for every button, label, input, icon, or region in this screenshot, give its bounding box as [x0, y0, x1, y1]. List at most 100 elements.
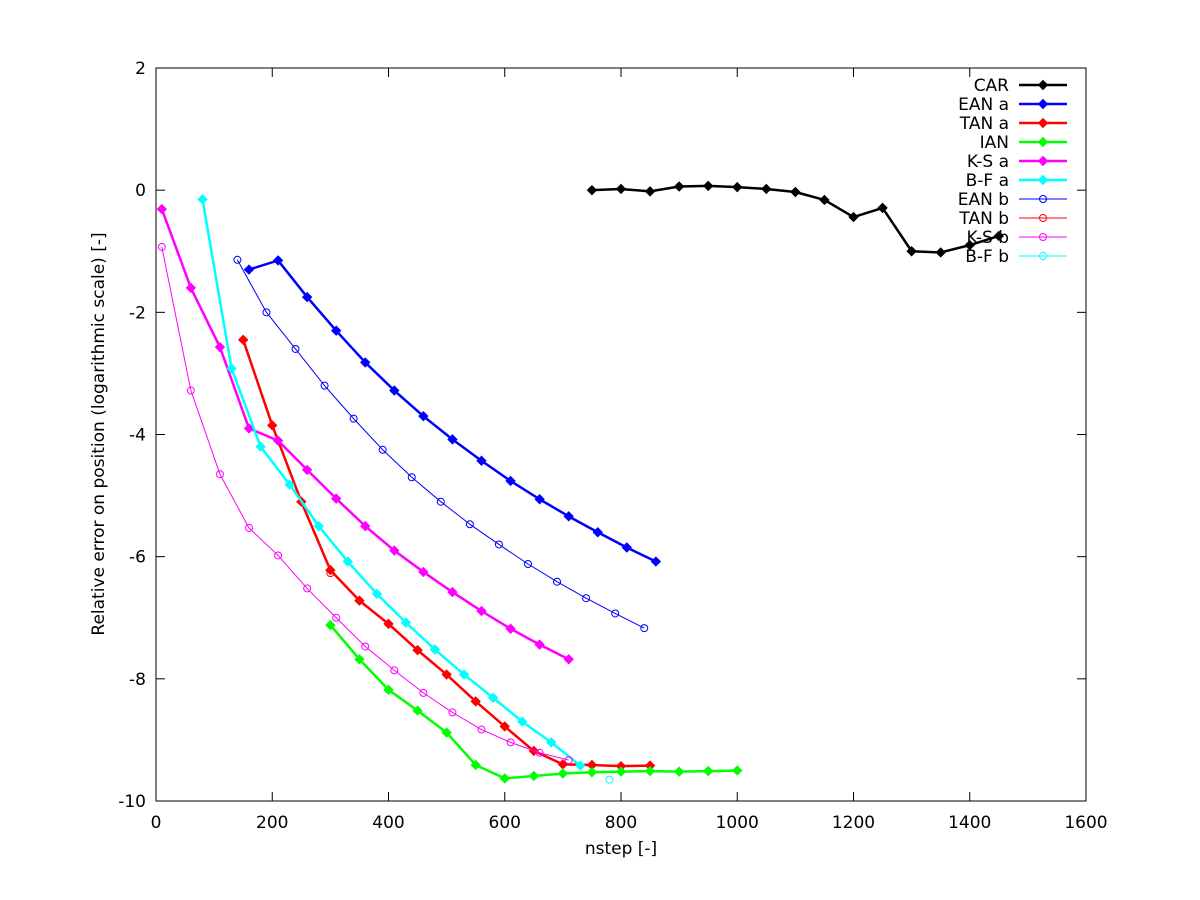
series-tan-b	[326, 569, 335, 578]
x-tick-label: 0	[151, 813, 162, 833]
data-point	[215, 470, 224, 479]
data-point	[470, 696, 481, 707]
data-point	[575, 760, 586, 771]
y-tick-label: -10	[118, 792, 146, 812]
x-tick-label: 1000	[716, 813, 759, 833]
data-point	[534, 494, 545, 505]
plot-frame	[155, 67, 1087, 802]
data-point	[441, 727, 452, 738]
data-point	[245, 523, 253, 532]
y-tick-label: -2	[129, 303, 146, 323]
data-point	[535, 748, 544, 757]
data-point	[964, 239, 975, 251]
data-point	[1037, 155, 1049, 167]
data-point	[291, 344, 300, 353]
x-tick-label: 1200	[832, 813, 875, 833]
data-point	[360, 520, 371, 532]
data-point	[429, 644, 441, 655]
data-point	[272, 435, 284, 446]
data-point	[332, 613, 341, 622]
x-tick-label: 200	[256, 813, 288, 833]
data-point	[185, 282, 197, 294]
legend-label: EAN a	[958, 95, 1009, 115]
data-point	[301, 464, 313, 476]
data-point	[615, 183, 627, 195]
data-point	[506, 738, 515, 747]
data-point	[418, 410, 429, 422]
legend-label: TAN b	[958, 209, 1009, 229]
legend-label: EAN b	[958, 190, 1009, 210]
y-tick-label: -4	[129, 426, 146, 446]
data-point	[465, 520, 474, 529]
legend-label: K-S b	[967, 228, 1009, 248]
legend-entry: K-S a	[967, 152, 1067, 172]
x-tick-label: 800	[605, 813, 637, 833]
legend-entry: EAN a	[958, 95, 1067, 115]
data-point	[1037, 117, 1049, 129]
data-point	[156, 203, 168, 215]
data-point	[301, 291, 313, 303]
data-point	[524, 559, 532, 568]
data-point	[586, 767, 598, 778]
data-point	[546, 737, 557, 748]
data-point	[476, 605, 487, 617]
data-point	[284, 479, 295, 490]
data-point	[1037, 136, 1049, 148]
legend-entry: CAR	[974, 76, 1067, 96]
data-point	[564, 756, 573, 765]
data-point	[383, 618, 394, 630]
series-line	[248, 259, 657, 563]
data-point	[476, 455, 487, 466]
data-point	[274, 551, 283, 560]
data-point	[447, 434, 458, 445]
data-point	[935, 247, 946, 258]
data-point	[313, 520, 324, 532]
data-point	[563, 511, 574, 522]
data-point	[586, 184, 598, 196]
legend-label: TAN a	[959, 114, 1009, 134]
data-point	[1039, 233, 1047, 241]
data-point	[592, 527, 603, 538]
data-point	[1037, 79, 1049, 91]
x-tick-label: 600	[489, 813, 521, 833]
data-point	[360, 357, 371, 368]
data-point	[848, 211, 859, 223]
legend-entry: EAN b	[958, 190, 1067, 210]
data-point	[419, 688, 428, 697]
legend-label: B-F b	[965, 247, 1009, 267]
data-point	[186, 386, 195, 395]
data-point	[412, 644, 423, 656]
data-point	[371, 588, 383, 600]
data-point	[197, 194, 208, 205]
data-point	[470, 759, 481, 771]
data-point	[615, 766, 627, 777]
data-point	[505, 623, 516, 634]
data-point	[342, 556, 354, 567]
data-point	[732, 181, 743, 193]
data-point	[487, 692, 499, 703]
data-point	[673, 181, 685, 192]
data-point	[650, 556, 662, 567]
data-point	[1039, 195, 1047, 203]
data-point	[494, 540, 503, 549]
data-point	[255, 441, 266, 452]
legend-label: CAR	[974, 76, 1009, 96]
y-tick-label: 2	[135, 59, 146, 79]
data-point	[499, 721, 510, 732]
data-point	[906, 246, 917, 257]
y-axis-label: Relative error on position (logarithmic …	[89, 232, 109, 635]
series-ean-b	[233, 255, 649, 633]
data-point	[448, 708, 457, 717]
legend-label: B-F a	[966, 171, 1009, 191]
data-point	[993, 230, 1005, 242]
data-point	[611, 609, 620, 618]
data-point	[644, 765, 656, 777]
data-point	[354, 595, 365, 606]
data-point	[349, 414, 358, 423]
data-point	[378, 445, 387, 454]
legend-entry: K-S b	[967, 228, 1067, 248]
data-point	[1039, 252, 1047, 260]
series-line	[236, 259, 645, 629]
data-point	[303, 584, 312, 593]
